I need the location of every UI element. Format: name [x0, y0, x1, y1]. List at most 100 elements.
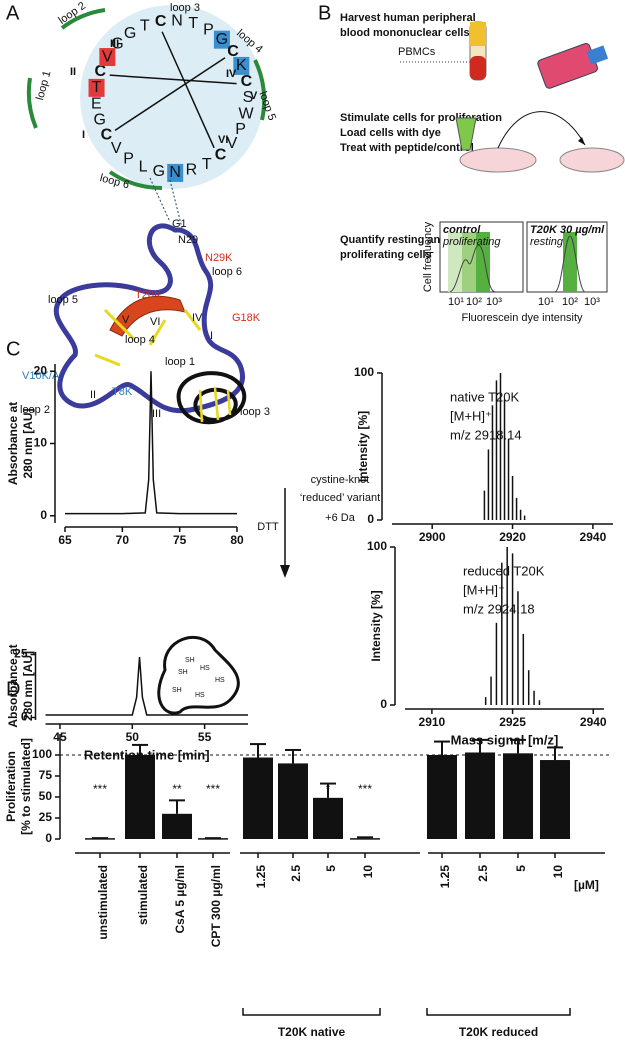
y-tick-label: 75 — [39, 768, 53, 782]
inset-text: SH — [178, 669, 188, 676]
tick-label: 10³ — [584, 296, 600, 308]
x-tick-label: 10 — [551, 865, 565, 879]
x-tick-label: 80 — [230, 533, 244, 547]
loop-arc — [108, 170, 163, 191]
arrow-head — [578, 137, 585, 145]
tick-label: 10¹ — [538, 296, 554, 308]
residue: C — [227, 43, 239, 60]
trace — [45, 656, 248, 716]
significance: *** — [206, 782, 220, 796]
residue: G — [124, 25, 136, 42]
residue-highlight — [213, 30, 230, 49]
structure-label: loop 1 — [165, 356, 195, 368]
tick-label: 10² — [562, 296, 578, 308]
x-tick-label: stimulated — [136, 865, 150, 925]
backbone-ribbon — [53, 223, 245, 414]
residue: L — [139, 158, 148, 175]
bar — [313, 797, 343, 839]
panel-label: B — [318, 2, 331, 24]
residue: R — [186, 162, 198, 179]
connector — [149, 177, 171, 223]
x-tick-label: 10 — [361, 865, 375, 879]
y-tick-label: 0 — [367, 512, 374, 526]
residue: S — [243, 89, 254, 106]
tube-icon — [455, 117, 477, 151]
y-tick-label: 0 — [380, 697, 387, 711]
x-tick-label: 2940 — [580, 530, 607, 544]
residue: P — [203, 22, 214, 39]
arrow — [497, 111, 586, 149]
trace — [65, 371, 237, 515]
reduced-inset: SH SH HS HS SH HS — [157, 635, 240, 715]
residue-highlight — [99, 48, 116, 67]
x-tick-label: 5 — [514, 865, 528, 872]
structure-label: V10K/A — [22, 370, 60, 382]
histogram-curve — [449, 244, 496, 293]
x-tick-label: CPT 300 µg/ml — [209, 865, 223, 947]
residue: P — [235, 121, 246, 138]
reaction-note: ‘reduced’ variant — [300, 492, 380, 504]
step-text: Stimulate cells for proliferation — [340, 112, 502, 124]
residue: K — [236, 57, 247, 74]
residue-highlight — [233, 56, 250, 75]
y-axis-label: Intensity [%] — [369, 590, 383, 661]
y-tick-label: 20 — [34, 363, 48, 377]
panel-label: D — [6, 678, 20, 700]
step-text: Load cells with dye — [340, 127, 441, 139]
bar — [125, 755, 155, 839]
dish-icon — [459, 147, 537, 173]
residue: C — [155, 13, 167, 30]
connector — [169, 179, 183, 229]
residue: C — [94, 63, 106, 80]
reagent: DTT — [257, 521, 279, 533]
annotation: native T20K — [450, 389, 519, 404]
residue: T — [202, 156, 212, 173]
y-tick-label: 100 — [354, 365, 374, 379]
residue: G — [111, 35, 123, 52]
axis-label: Cell frequency — [422, 221, 434, 292]
residue-highlight — [167, 163, 184, 182]
y-tick-label: 10 — [34, 436, 48, 450]
cys-numeral: III — [110, 38, 119, 50]
structure-label: II — [90, 389, 96, 401]
y-axis-label: 280 nm [AU] — [21, 651, 35, 721]
structure-label: N29 — [178, 234, 198, 246]
significance: * — [326, 782, 331, 796]
loop-arc — [26, 77, 38, 129]
y-axis-label: Absorbance at — [6, 402, 20, 485]
y-tick-label: 100 — [367, 539, 387, 553]
structure-label: G18K — [232, 312, 261, 324]
reaction-note: +6 Da — [325, 512, 356, 524]
loop-arc — [253, 59, 267, 121]
panel-label: C — [6, 338, 20, 360]
cys-numeral: I — [82, 129, 85, 141]
residue: G — [153, 163, 165, 180]
structure-label: loop 3 — [240, 406, 270, 418]
x-tick-label: 55 — [198, 730, 212, 744]
disulfide-line — [114, 57, 226, 131]
x-tick-label: 65 — [58, 533, 72, 547]
y-tick-label: 0 — [45, 831, 52, 845]
residue: P — [123, 151, 134, 168]
group-label: T20K native — [278, 1025, 346, 1039]
inset-text: SH — [185, 657, 195, 664]
sequence-ring — [80, 5, 264, 189]
unit-label: [µM] — [574, 878, 599, 892]
inset-text: HS — [195, 692, 205, 699]
y-tick-label: 50 — [39, 789, 53, 803]
annotation: reduced T20K — [463, 563, 545, 578]
histogram-title: control — [443, 224, 481, 236]
bar — [85, 838, 115, 840]
structure-label: loop 5 — [48, 294, 78, 306]
disulfide-line — [161, 31, 215, 149]
bar — [198, 838, 228, 840]
residue: G — [93, 112, 105, 129]
residue: C — [215, 147, 227, 164]
structure-label: III — [152, 408, 161, 420]
disulfide — [94, 308, 202, 367]
residue: V — [227, 135, 238, 152]
cys-numeral: IV — [226, 68, 237, 80]
